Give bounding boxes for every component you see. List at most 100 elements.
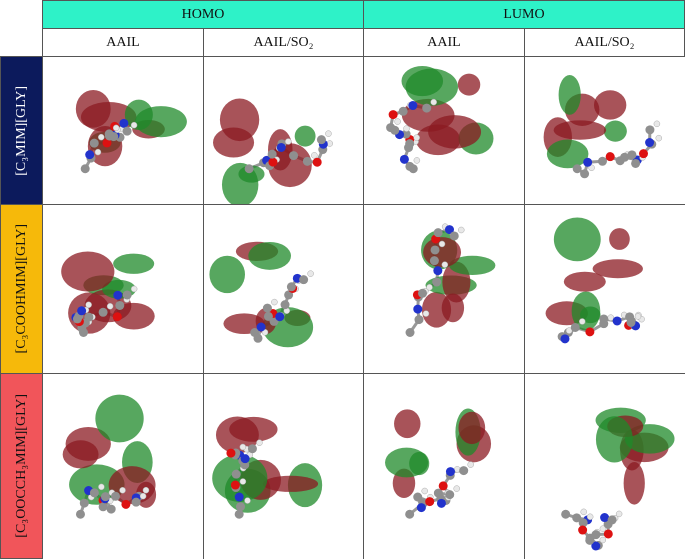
atom: [580, 169, 590, 179]
atom: [422, 103, 432, 113]
atom: [405, 328, 415, 337]
atom: [84, 312, 94, 322]
atom: [280, 300, 290, 310]
atom: [413, 304, 423, 314]
atom: [236, 502, 246, 512]
atom: [401, 129, 411, 139]
hydrogen: [403, 125, 410, 132]
atom: [413, 492, 423, 502]
atom: [444, 225, 454, 235]
hydrogen: [394, 118, 401, 125]
lobe-positive: [623, 461, 645, 505]
row-label: [C₃COOHMIM][GLY]: [13, 224, 29, 354]
orbital-image: [405, 223, 496, 337]
lobe-negative: [113, 253, 155, 274]
atom: [89, 488, 99, 498]
atom: [244, 164, 254, 174]
atom: [231, 469, 241, 479]
hydrogen: [599, 536, 607, 544]
atom: [600, 513, 610, 523]
column-header: AAIL: [42, 28, 204, 57]
hydrogen: [98, 133, 105, 141]
lobe-positive: [441, 293, 465, 323]
atom: [645, 138, 655, 148]
hydrogen: [119, 487, 126, 494]
atom: [256, 322, 266, 332]
atom: [267, 149, 277, 159]
hydrogen: [311, 152, 318, 159]
lobe-positive: [219, 98, 260, 142]
atom: [572, 513, 582, 523]
group-header: LUMO: [363, 0, 685, 29]
atom: [459, 466, 469, 476]
hydrogen: [588, 164, 595, 172]
atom: [597, 156, 607, 166]
atom: [77, 306, 87, 316]
atom: [591, 530, 601, 540]
hydrogen: [421, 487, 428, 495]
hydrogen: [586, 513, 594, 521]
atom: [111, 491, 121, 501]
atom: [72, 314, 82, 324]
atom: [591, 541, 601, 551]
atom: [414, 315, 424, 325]
atom: [230, 480, 240, 490]
lobe-negative: [209, 255, 245, 294]
hydrogen: [85, 301, 92, 309]
hydrogen: [239, 478, 247, 485]
hydrogen: [653, 120, 661, 128]
lobe-negative: [294, 125, 316, 147]
hydrogen: [244, 497, 251, 504]
atom: [388, 110, 398, 120]
atom: [386, 123, 396, 133]
orbital-image: [385, 408, 492, 519]
atom: [119, 118, 129, 128]
lobe-negative: [95, 394, 144, 443]
hydrogen: [98, 483, 105, 491]
atom: [104, 129, 114, 139]
column-header: AAIL/SO₂: [524, 28, 685, 57]
atom: [316, 135, 326, 145]
atom: [612, 316, 622, 326]
atom: [284, 290, 294, 300]
orbital-image: [561, 407, 675, 551]
atom: [603, 529, 613, 539]
atom: [429, 256, 439, 266]
atom: [398, 106, 408, 116]
row-label: [C₃MIM][GLY]: [13, 85, 29, 176]
lobe-negative: [385, 447, 429, 478]
hydrogen: [422, 310, 430, 317]
atom: [100, 492, 110, 502]
atom: [234, 492, 244, 502]
atom: [276, 142, 286, 152]
atom: [247, 444, 257, 454]
orbital-image: [545, 217, 645, 344]
atom: [631, 158, 641, 168]
atom: [122, 126, 132, 136]
orbital-image: [543, 74, 663, 179]
atom: [433, 228, 443, 238]
atom: [605, 152, 615, 162]
lobe-positive: [268, 143, 312, 188]
lobe-positive: [262, 475, 319, 492]
atom: [79, 498, 89, 508]
lobe-positive: [592, 259, 643, 279]
hydrogen: [426, 284, 433, 291]
hydrogen: [441, 261, 449, 268]
row-label-cell: [C₃COOHMIM][GLY]: [0, 204, 43, 374]
hydrogen: [634, 313, 642, 320]
atom: [263, 311, 273, 321]
atom: [399, 154, 409, 164]
atom: [299, 275, 309, 285]
lobe-positive: [428, 115, 482, 149]
hydrogen: [130, 121, 138, 129]
hydrogen: [453, 485, 460, 492]
lobe-negative: [124, 99, 153, 130]
atom: [131, 497, 141, 507]
hydrogen: [578, 318, 586, 325]
lobe-positive: [229, 416, 278, 442]
hydrogen: [142, 486, 150, 494]
orbital-image: [209, 241, 314, 348]
atom: [98, 307, 108, 317]
atom: [312, 157, 322, 167]
